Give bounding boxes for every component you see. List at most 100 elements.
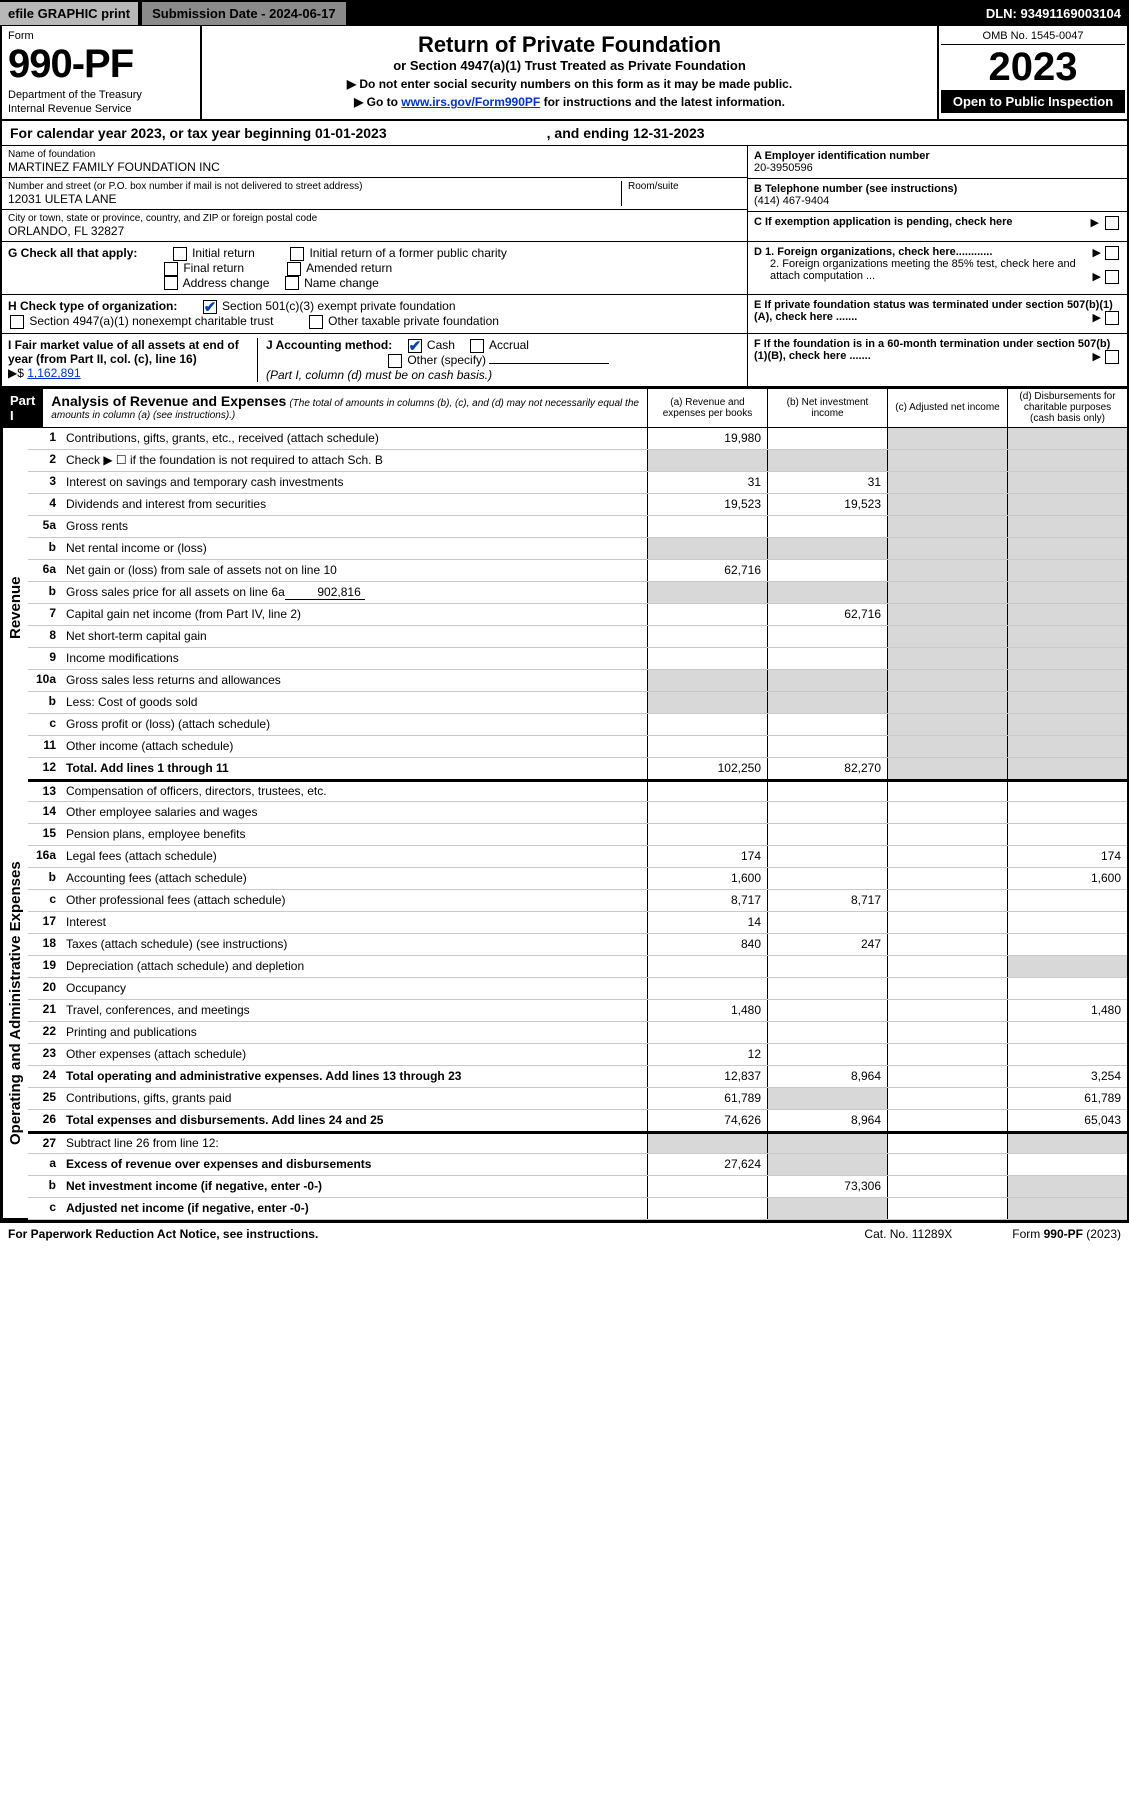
- line-desc: Other income (attach schedule): [62, 736, 647, 757]
- foundation-name-cell: Name of foundation MARTINEZ FAMILY FOUND…: [2, 146, 747, 178]
- table-row: 4 Dividends and interest from securities…: [28, 494, 1127, 516]
- line-number: 24: [28, 1066, 62, 1087]
- line-desc: Interest on savings and temporary cash i…: [62, 472, 647, 493]
- col-d-value: [1007, 1176, 1127, 1197]
- line-number: 9: [28, 648, 62, 669]
- phone-cell: B Telephone number (see instructions) (4…: [748, 179, 1127, 212]
- col-c-value: [887, 560, 1007, 581]
- g-initial-checkbox[interactable]: [173, 247, 187, 261]
- col-c-value: [887, 472, 1007, 493]
- col-c-value: [887, 1154, 1007, 1175]
- table-row: 15 Pension plans, employee benefits: [28, 824, 1127, 846]
- line-desc: Excess of revenue over expenses and disb…: [62, 1154, 647, 1175]
- col-b-value: 19,523: [767, 494, 887, 515]
- table-row: 20 Occupancy: [28, 978, 1127, 1000]
- col-c-value: [887, 1022, 1007, 1043]
- line-desc: Gross sales less returns and allowances: [62, 670, 647, 691]
- omb-number: OMB No. 1545-0047: [941, 28, 1125, 45]
- col-d-value: 65,043: [1007, 1110, 1127, 1131]
- table-row: 6a Net gain or (loss) from sale of asset…: [28, 560, 1127, 582]
- col-c-value: [887, 1110, 1007, 1131]
- f-checkbox[interactable]: [1105, 350, 1119, 364]
- g-initial-former-checkbox[interactable]: [290, 247, 304, 261]
- h-4947-checkbox[interactable]: [10, 315, 24, 329]
- exemption-checkbox[interactable]: [1105, 216, 1119, 230]
- col-d-value: [1007, 604, 1127, 625]
- col-c-value: [887, 956, 1007, 977]
- d1-checkbox[interactable]: [1105, 246, 1119, 260]
- table-row: 14 Other employee salaries and wages: [28, 802, 1127, 824]
- line-desc: Less: Cost of goods sold: [62, 692, 647, 713]
- line-number: 22: [28, 1022, 62, 1043]
- col-b-value: [767, 1198, 887, 1219]
- g-name-change-checkbox[interactable]: [285, 276, 299, 290]
- table-row: 13 Compensation of officers, directors, …: [28, 780, 1127, 802]
- line-desc: Taxes (attach schedule) (see instruction…: [62, 934, 647, 955]
- table-row: 17 Interest 14: [28, 912, 1127, 934]
- form-instruction-1: ▶ Do not enter social security numbers o…: [212, 77, 927, 91]
- h-501c3-checkbox[interactable]: [203, 300, 217, 314]
- form-subtitle: or Section 4947(a)(1) Trust Treated as P…: [212, 58, 927, 73]
- col-a-value: 1,600: [647, 868, 767, 889]
- col-a-value: [647, 670, 767, 691]
- col-b-value: [767, 670, 887, 691]
- col-b-value: [767, 560, 887, 581]
- line-number: c: [28, 890, 62, 911]
- col-b-value: [767, 846, 887, 867]
- col-c-value: [887, 450, 1007, 471]
- col-b-value: [767, 782, 887, 801]
- col-a-header: (a) Revenue and expenses per books: [647, 389, 767, 427]
- line-number: c: [28, 714, 62, 735]
- line-number: b: [28, 868, 62, 889]
- d2-checkbox[interactable]: [1105, 270, 1119, 284]
- table-row: 25 Contributions, gifts, grants paid 61,…: [28, 1088, 1127, 1110]
- line-number: 7: [28, 604, 62, 625]
- section-j: J Accounting method: Cash Accrual Other …: [258, 338, 741, 382]
- col-d-value: [1007, 824, 1127, 845]
- footer-mid: Cat. No. 11289X: [864, 1227, 952, 1241]
- line-desc: Interest: [62, 912, 647, 933]
- part1-label: Part I: [2, 389, 43, 427]
- col-b-value: [767, 736, 887, 757]
- g-final-checkbox[interactable]: [164, 262, 178, 276]
- line-desc: Gross sales price for all assets on line…: [62, 582, 647, 603]
- table-row: b Gross sales price for all assets on li…: [28, 582, 1127, 604]
- line-number: b: [28, 538, 62, 559]
- j-cash-checkbox[interactable]: [408, 339, 422, 353]
- line-desc: Depreciation (attach schedule) and deple…: [62, 956, 647, 977]
- j-accrual-checkbox[interactable]: [470, 339, 484, 353]
- section-e: E If private foundation status was termi…: [747, 295, 1127, 333]
- line-number: 16a: [28, 846, 62, 867]
- e-checkbox[interactable]: [1105, 311, 1119, 325]
- col-b-value: [767, 648, 887, 669]
- line-desc: Gross rents: [62, 516, 647, 537]
- col-a-value: 62,716: [647, 560, 767, 581]
- col-d-value: [1007, 494, 1127, 515]
- table-row: b Net investment income (if negative, en…: [28, 1176, 1127, 1198]
- form-header: Form 990-PF Department of the Treasury I…: [0, 26, 1129, 121]
- col-d-value: [1007, 450, 1127, 471]
- col-a-value: 12,837: [647, 1066, 767, 1087]
- fmv-link[interactable]: 1,162,891: [27, 366, 80, 380]
- revenue-label: Revenue: [2, 428, 28, 788]
- g-amended-checkbox[interactable]: [287, 262, 301, 276]
- ein-cell: A Employer identification number 20-3950…: [748, 146, 1127, 179]
- section-i-j: I Fair market value of all assets at end…: [2, 334, 747, 386]
- col-a-value: 31: [647, 472, 767, 493]
- irs-link[interactable]: www.irs.gov/Form990PF: [401, 95, 540, 109]
- j-other-checkbox[interactable]: [388, 354, 402, 368]
- h-other-taxable-checkbox[interactable]: [309, 315, 323, 329]
- form-title-block: Return of Private Foundation or Section …: [202, 26, 937, 119]
- col-d-value: [1007, 802, 1127, 823]
- section-ij-f: I Fair market value of all assets at end…: [0, 334, 1129, 388]
- col-a-value: [647, 1022, 767, 1043]
- g-addr-change-checkbox[interactable]: [164, 276, 178, 290]
- col-b-value: [767, 912, 887, 933]
- col-d-value: [1007, 626, 1127, 647]
- line-desc: Subtract line 26 from line 12:: [62, 1134, 647, 1153]
- col-b-value: [767, 1088, 887, 1109]
- part1-table: Revenue Operating and Administrative Exp…: [0, 428, 1129, 1222]
- table-row: 26 Total expenses and disbursements. Add…: [28, 1110, 1127, 1132]
- table-row: 24 Total operating and administrative ex…: [28, 1066, 1127, 1088]
- table-row: c Adjusted net income (if negative, ente…: [28, 1198, 1127, 1220]
